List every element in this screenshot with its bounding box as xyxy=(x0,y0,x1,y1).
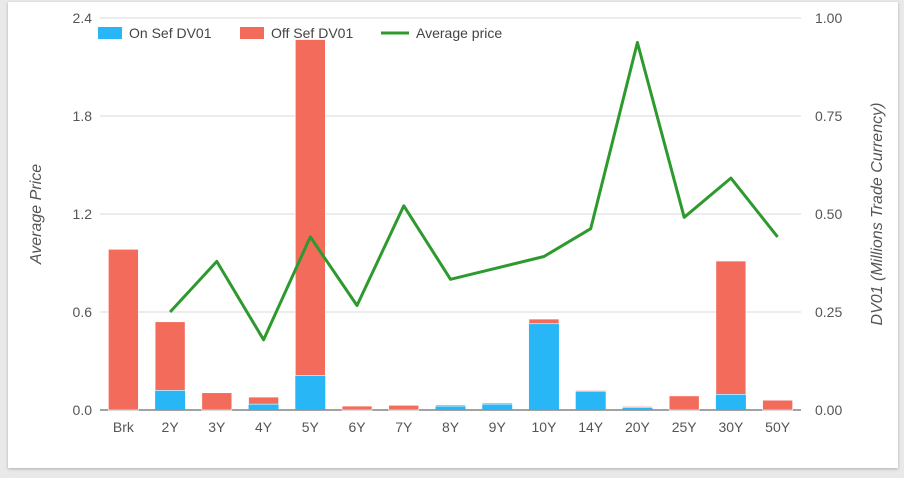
chart-card: 0.0 0.6 1.2 1.8 2.4 0.00 0.25 0.50 0.75 1.00 Brk 2Y… xyxy=(8,2,898,468)
legend-swatch xyxy=(98,27,122,39)
legend-label: On Sef DV01 xyxy=(129,25,212,41)
x-tick-label: 14Y xyxy=(578,419,604,435)
average-price-line xyxy=(168,41,779,342)
x-tick-label: 5Y xyxy=(302,419,320,435)
legend-label: Off Sef DV01 xyxy=(271,25,353,41)
bar-on-sef[interactable] xyxy=(295,375,326,410)
bar-on-sef[interactable] xyxy=(435,406,466,410)
x-tick-label: 2Y xyxy=(162,419,180,435)
y2-tick-label: 1.00 xyxy=(815,10,842,26)
y-tick-label: 2.4 xyxy=(73,10,93,26)
x-tick-label: 30Y xyxy=(718,419,744,435)
x-tick-label: 10Y xyxy=(532,419,558,435)
x-tick-label: 50Y xyxy=(765,419,791,435)
bar-on-sef[interactable] xyxy=(715,394,746,410)
y2-tick-label: 0.00 xyxy=(815,402,842,418)
bar-on-sef[interactable] xyxy=(248,404,279,410)
bar-on-sef[interactable] xyxy=(155,390,186,410)
bar-off-sef[interactable] xyxy=(528,318,560,325)
x-tick-label: 4Y xyxy=(255,419,273,435)
y-tick-label: 1.8 xyxy=(73,108,93,124)
bar-off-sef[interactable] xyxy=(762,399,793,411)
y2-tick-label: 0.25 xyxy=(815,304,842,320)
bar-off-sef[interactable] xyxy=(388,404,420,411)
bar-off-sef[interactable] xyxy=(341,405,373,411)
bar-off-sef[interactable] xyxy=(575,390,607,392)
bar-off-sef[interactable] xyxy=(201,392,233,411)
bar-off-sef[interactable] xyxy=(108,248,139,411)
bar-off-sef[interactable] xyxy=(294,39,326,376)
legend-swatch xyxy=(240,27,264,39)
bar-on-sef[interactable] xyxy=(528,323,559,410)
x-tick-label: 7Y xyxy=(395,419,413,435)
gridlines xyxy=(100,17,801,411)
y-tick-label: 1.2 xyxy=(73,206,93,222)
x-tick-label: 3Y xyxy=(208,419,226,435)
y2-tick-label: 0.50 xyxy=(815,206,842,222)
bar-off-sef[interactable] xyxy=(248,396,279,405)
x-tick-label: 8Y xyxy=(442,419,460,435)
bar-off-sef[interactable] xyxy=(154,321,186,391)
x-tick-label: 6Y xyxy=(348,419,366,435)
x-tick-label: Brk xyxy=(113,419,135,435)
bar-on-sef[interactable] xyxy=(622,407,653,410)
average-price-path[interactable] xyxy=(168,41,779,342)
legend[interactable]: On Sef DV01 Off Sef DV01 Average price xyxy=(98,25,502,41)
x-tick-label: 9Y xyxy=(489,419,507,435)
bar-off-sef[interactable] xyxy=(435,404,466,407)
bar-off-sef[interactable] xyxy=(622,406,653,408)
legend-item[interactable]: Average price xyxy=(381,25,502,41)
bar-on-sef[interactable] xyxy=(482,404,513,410)
bar-on-sef[interactable] xyxy=(575,391,606,410)
bars xyxy=(108,39,793,411)
bar-off-sef[interactable] xyxy=(715,260,747,395)
tick-labels: 0.0 0.6 1.2 1.8 2.4 0.00 0.25 0.50 0.75 1.00 Brk 2Y… xyxy=(73,10,843,435)
x-tick-label: 20Y xyxy=(625,419,651,435)
y-axis-title: Average Price xyxy=(28,164,45,265)
x-tick-label: 25Y xyxy=(672,419,698,435)
y-tick-label: 0.6 xyxy=(73,304,93,320)
legend-item[interactable]: Off Sef DV01 xyxy=(240,25,353,41)
y2-axis-title: DV01 (Millions Trade Currency) xyxy=(869,103,886,326)
dv01-price-chart: 0.0 0.6 1.2 1.8 2.4 0.00 0.25 0.50 0.75 1.00 Brk 2Y… xyxy=(28,10,886,435)
bar-off-sef[interactable] xyxy=(481,402,513,405)
y2-tick-label: 0.75 xyxy=(815,108,842,124)
bar-off-sef[interactable] xyxy=(668,395,700,411)
y-tick-label: 0.0 xyxy=(73,402,93,418)
legend-label: Average price xyxy=(416,25,502,41)
legend-item[interactable]: On Sef DV01 xyxy=(98,25,212,41)
